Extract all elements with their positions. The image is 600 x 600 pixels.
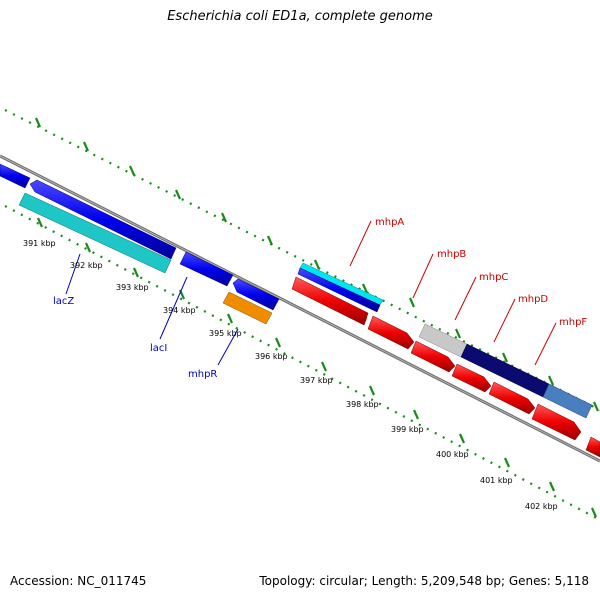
- leader-mhpF: [534, 322, 557, 366]
- gene-lacZ-teal[interactable]: [18, 192, 172, 274]
- leader-lacI: [159, 276, 188, 340]
- gene-arrow-rev-6[interactable]: [531, 403, 582, 441]
- label-mhpF[interactable]: mhpF: [559, 317, 587, 328]
- tick-label: 401 kbp: [480, 476, 513, 485]
- gene-arrow-fwd-2[interactable]: [29, 179, 177, 260]
- gene-arrow-rev-3[interactable]: [410, 340, 456, 373]
- genome-title: Escherichia coli ED1a, complete genome: [167, 9, 433, 24]
- outer-tick-ring: [4, 109, 600, 411]
- label-mhpA[interactable]: mhpA: [375, 217, 404, 228]
- leader-mhpD: [493, 298, 516, 343]
- genome-backbone: [0, 154, 600, 463]
- leader-mhpA: [349, 220, 372, 267]
- label-mhpC[interactable]: mhpC: [479, 272, 508, 283]
- tick-label: 395 kbp: [209, 329, 242, 338]
- gene-arrow-fwd-1[interactable]: [0, 163, 31, 189]
- label-leaders: [65, 220, 557, 366]
- tick-label: 397 kbp: [300, 376, 333, 385]
- tick-label: 402 kbp: [525, 502, 558, 511]
- reverse-strand-genes: [291, 276, 600, 458]
- outer-major-ticks: [34, 117, 600, 412]
- label-mhpR[interactable]: mhpR: [188, 369, 217, 380]
- inner-major-ticks: [36, 217, 598, 518]
- tick-label: 393 kbp: [116, 283, 149, 292]
- inner-tick-ring: [4, 205, 600, 521]
- feature-track: [18, 192, 273, 325]
- scale-tick-labels: 391 kbp 392 kbp 393 kbp 394 kbp 395 kbp …: [23, 239, 558, 511]
- tick-label: 394 kbp: [163, 306, 196, 315]
- tick-label: 398 kbp: [346, 400, 379, 409]
- label-mhpB[interactable]: mhpB: [437, 249, 466, 260]
- gene-arrow-rev-1[interactable]: [291, 276, 369, 326]
- genome-summary-text: Topology: circular; Length: 5,209,548 bp…: [259, 574, 589, 588]
- gene-arrow-rev-5[interactable]: [488, 381, 536, 415]
- label-lacZ[interactable]: lacZ: [53, 296, 74, 307]
- tick-label: 399 kbp: [391, 425, 424, 434]
- gene-mhpF-steelblue[interactable]: [542, 383, 593, 419]
- tick-label: 391 kbp: [23, 239, 56, 248]
- gene-arrow-fwd-4[interactable]: [232, 278, 280, 311]
- gene-mhpA-blue[interactable]: [297, 267, 381, 313]
- label-lacI[interactable]: lacI: [150, 343, 167, 354]
- leader-mhpB: [412, 253, 434, 299]
- gene-arrow-rev-7[interactable]: [585, 436, 600, 458]
- gene-arrow-rev-4[interactable]: [451, 363, 492, 393]
- tick-label: 400 kbp: [436, 450, 469, 459]
- leader-mhpC: [454, 276, 477, 321]
- label-mhpD[interactable]: mhpD: [518, 294, 548, 305]
- tick-label: 396 kbp: [255, 352, 288, 361]
- gene-arrow-rev-2[interactable]: [367, 315, 415, 350]
- leader-mhpR: [217, 328, 239, 366]
- accession-text: Accession: NC_011745: [10, 574, 147, 588]
- leader-lacZ: [65, 253, 81, 295]
- gene-arrow-fwd-3[interactable]: [179, 251, 234, 287]
- gene-mhpR-orange[interactable]: [222, 291, 273, 325]
- tick-label: 392 kbp: [70, 261, 103, 270]
- gene-labels: lacZ lacI mhpR mhpA mhpB mhpC mhpD mhpF: [53, 217, 587, 380]
- forward-strand-genes: [0, 163, 593, 419]
